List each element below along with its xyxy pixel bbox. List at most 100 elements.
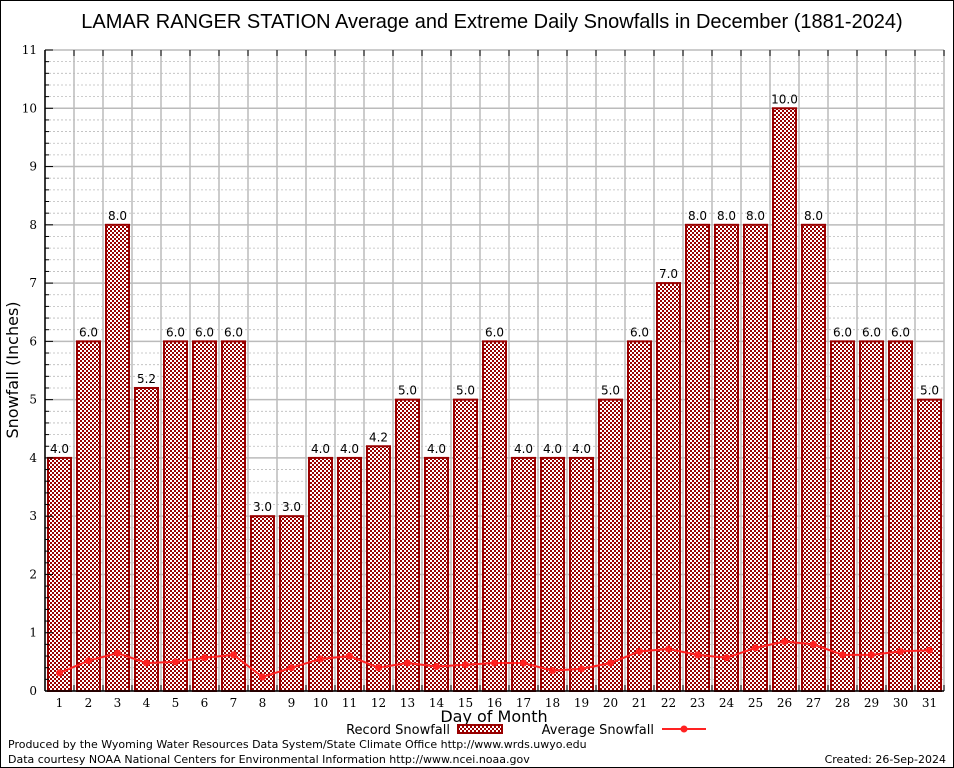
bar-value-label: 4.0: [50, 442, 69, 456]
average-point: [85, 657, 92, 665]
bar-value-label: 8.0: [804, 209, 823, 223]
bar-value-label: 4.0: [572, 442, 591, 456]
y-tick-labels: 0 1 2 3 4 5 6 7 8 9 10 11: [22, 43, 38, 698]
average-point: [578, 665, 585, 673]
bar-value-label: 6.0: [79, 325, 98, 339]
bar-value-label: 3.0: [253, 500, 272, 514]
average-point: [520, 659, 527, 667]
bar-value-label: 4.0: [311, 442, 330, 456]
x-tick-label: 9: [288, 696, 296, 710]
chart-title: LAMAR RANGER STATION Average and Extreme…: [81, 11, 902, 33]
average-point: [810, 640, 817, 648]
record-bar: [714, 223, 739, 692]
bar-value-label: 5.0: [920, 384, 939, 398]
bar-value-label: 5.2: [137, 372, 156, 386]
record-bar: [888, 340, 913, 692]
record-bar: [453, 398, 478, 692]
bar-value-label: 4.0: [427, 442, 446, 456]
average-point: [433, 663, 440, 671]
average-point: [172, 658, 179, 666]
average-point: [723, 654, 730, 662]
x-tick-label: 22: [661, 696, 676, 710]
average-point: [230, 651, 237, 659]
x-tick-label: 20: [603, 696, 618, 710]
bar-value-label: 6.0: [862, 325, 881, 339]
y-tick-label: 2: [29, 567, 37, 581]
x-axis-label: Day of Month: [440, 707, 547, 726]
average-point: [259, 673, 266, 681]
footer-data-courtesy: Data courtesy NOAA National Centers for …: [8, 753, 530, 766]
x-tick-label: 8: [259, 696, 267, 710]
average-point: [897, 647, 904, 655]
average-point: [375, 664, 382, 672]
x-tick-label: 30: [893, 696, 908, 710]
average-point: [636, 647, 643, 655]
average-point: [694, 651, 701, 659]
record-bar: [482, 340, 507, 692]
record-bar: [772, 107, 797, 693]
average-point: [404, 659, 411, 667]
y-tick-label: 8: [29, 218, 37, 232]
bar-value-label: 7.0: [659, 267, 678, 281]
average-point: [926, 646, 933, 654]
bar-value-label: 8.0: [108, 209, 127, 223]
axes: [44, 49, 945, 692]
record-bar: [76, 340, 101, 692]
record-bar: [540, 456, 565, 692]
x-tick-label: 25: [748, 696, 763, 710]
average-point: [839, 651, 846, 659]
average-point: [288, 664, 295, 672]
record-bar: [598, 398, 623, 692]
x-tick-label: 27: [806, 696, 821, 710]
record-bar: [250, 515, 275, 692]
x-tick-label: 3: [114, 696, 122, 710]
average-line: [56, 637, 933, 681]
record-bar: [511, 456, 536, 692]
y-tick-label: 4: [29, 451, 37, 465]
x-tick-label: 11: [342, 696, 357, 710]
y-tick-label: 11: [22, 43, 37, 57]
x-tick-label: 18: [545, 696, 560, 710]
record-bar: [424, 456, 449, 692]
record-bar: [569, 456, 594, 692]
y-tick-label: 9: [29, 160, 37, 174]
record-bar: [395, 398, 420, 692]
record-bar: [830, 340, 855, 692]
x-tick-label: 31: [922, 696, 937, 710]
legend-record-label: Record Snowfall: [346, 723, 450, 738]
x-tick-labels: 1 2 3 4 5 6 7 8 9 10 11 12 13 14 15 16 17 18 19 20 21 22 23 24 2…: [56, 696, 937, 710]
y-tick-label: 10: [22, 101, 37, 115]
bar-value-label: 10.0: [771, 92, 798, 106]
average-point: [317, 655, 324, 663]
record-bar: [656, 282, 681, 692]
bar-value-label: 5.0: [456, 384, 475, 398]
record-bar: [366, 445, 391, 692]
average-point: [56, 669, 63, 677]
y-tick-label: 5: [29, 393, 37, 407]
x-tick-label: 10: [313, 696, 328, 710]
y-tick-label: 6: [29, 334, 37, 348]
bar-value-label: 6.0: [195, 325, 214, 339]
legend-average-label: Average Snowfall: [542, 723, 654, 738]
record-bar: [192, 340, 217, 692]
bar-value-label: 6.0: [891, 325, 910, 339]
bars: [47, 107, 942, 693]
record-bar: [105, 223, 130, 692]
x-tick-label: 19: [574, 696, 589, 710]
y-axis-label: Snowfall (Inches): [3, 301, 22, 438]
average-point: [114, 649, 121, 657]
average-point: [607, 659, 614, 667]
record-bar: [134, 386, 159, 692]
x-tick-label: 16: [487, 696, 502, 710]
average-point: [549, 667, 556, 675]
x-tick-label: 12: [371, 696, 386, 710]
legend: Record Snowfall Average Snowfall: [346, 723, 706, 738]
record-bar: [743, 223, 768, 692]
bar-value-label: 4.2: [369, 430, 388, 444]
bar-value-label: 3.0: [282, 500, 301, 514]
average-point: [201, 654, 208, 662]
bar-labels: 4.0 6.0 8.0 5.2 6.0 6.0 6.0 3.0 3.0 4.0 4.0 4.2 5.0 4…: [50, 92, 939, 514]
x-tick-label: 1: [56, 696, 64, 710]
y-tick-label: 7: [29, 276, 37, 290]
